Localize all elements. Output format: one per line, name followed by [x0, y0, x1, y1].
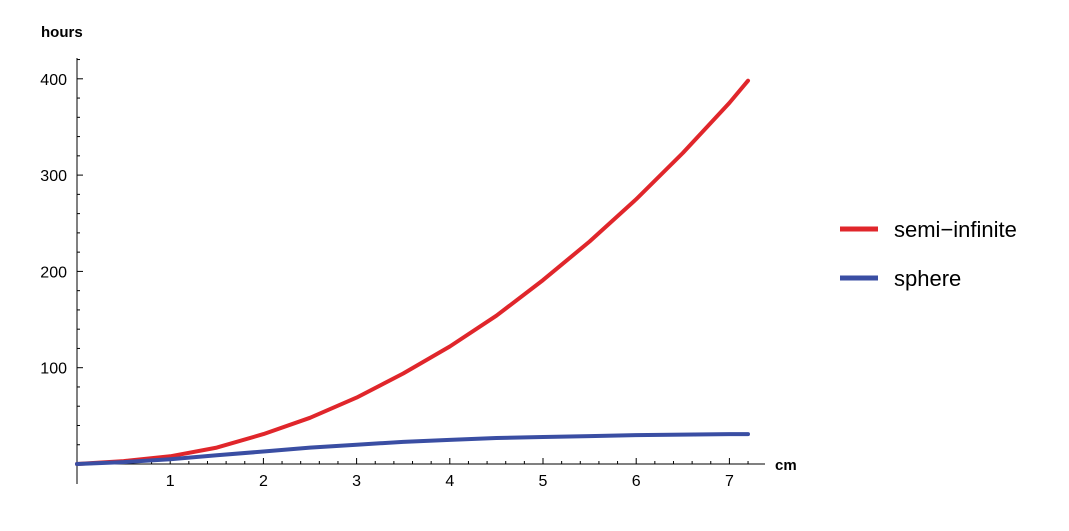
legend: semi−infinite sphere — [840, 217, 1017, 291]
series-line-semi-infinite — [75, 78, 750, 466]
x-axis-title: cm — [775, 457, 797, 474]
y-tick-label: 200 — [40, 264, 67, 281]
x-tick-label: 5 — [539, 473, 548, 490]
x-tick-label: 2 — [259, 473, 268, 490]
x-tick-label: 7 — [725, 473, 734, 490]
x-tick-label: 3 — [352, 473, 361, 490]
x-tick-label: 4 — [445, 473, 454, 490]
tick-labels: 1 2 3 4 5 6 7 100 200 300 400 — [40, 72, 734, 490]
x-tick-label: 1 — [166, 473, 175, 490]
x-tick-label: 6 — [632, 473, 641, 490]
legend-label-sphere: sphere — [894, 266, 961, 291]
y-axis-title: hours — [41, 24, 83, 41]
legend-label-semi-infinite: semi−infinite — [894, 217, 1017, 242]
y-tick-label: 400 — [40, 72, 67, 89]
y-tick-label: 300 — [40, 168, 67, 185]
axis-ticks — [77, 59, 749, 464]
series-line-sphere — [75, 432, 750, 466]
series-lines — [75, 78, 750, 466]
y-tick-label: 100 — [40, 361, 67, 378]
